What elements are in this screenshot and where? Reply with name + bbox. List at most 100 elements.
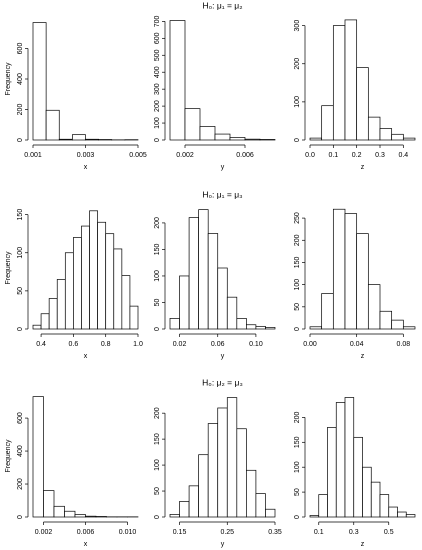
x-axis-label: x: [84, 541, 88, 548]
bar: [309, 515, 320, 518]
bar: [265, 327, 276, 330]
x-tick-label: 0.8: [101, 341, 111, 348]
x-axis-label: y: [221, 353, 225, 360]
y-tick-label: 100: [294, 279, 301, 291]
y-tick-label: 0: [154, 138, 161, 142]
panel-title: H₀: μ₁ = μ₂: [202, 0, 242, 10]
y-tick-label: 0: [154, 515, 161, 519]
y-tick-label: 200: [154, 100, 161, 112]
bar: [356, 67, 369, 141]
y-tick-label: 150: [294, 436, 301, 448]
y-tick-label: 0: [294, 327, 301, 331]
y-tick-label: 200: [17, 104, 24, 116]
y-tick-label: 150: [294, 257, 301, 269]
bar: [89, 210, 98, 330]
x-axis-label: z: [361, 164, 365, 171]
bar: [265, 508, 276, 518]
bar: [73, 237, 82, 330]
y-tick-label: 200: [17, 478, 24, 490]
panel-title: H₀: μ₁ = μ₃: [202, 189, 242, 199]
x-tick-label: 0.02: [173, 341, 187, 348]
x-tick-label: 0.002: [176, 152, 194, 159]
bar: [207, 233, 219, 330]
x-tick-label: 0.08: [397, 341, 411, 348]
x-tick-label: 0.4: [36, 341, 46, 348]
bar: [184, 108, 201, 141]
x-tick-label: 0.6: [69, 341, 79, 348]
y-tick-label: 100: [294, 461, 301, 473]
bar: [199, 126, 216, 141]
y-tick-label: 300: [154, 83, 161, 95]
bar: [344, 397, 355, 518]
bar: [379, 310, 393, 330]
x-tick-label: 0.04: [350, 341, 364, 348]
bar: [198, 454, 209, 518]
x-tick-label: 1.0: [133, 341, 143, 348]
y-tick-label: 50: [154, 298, 161, 306]
y-tick-label: 200: [294, 234, 301, 246]
x-tick-label: 0.3: [375, 152, 385, 159]
bar: [327, 427, 337, 518]
y-tick-label: 0: [154, 327, 161, 331]
bar: [255, 493, 266, 518]
y-tick-label: 400: [154, 66, 161, 78]
bar: [321, 105, 334, 141]
bar: [309, 137, 323, 141]
bar: [229, 137, 246, 141]
bar: [64, 252, 74, 330]
bar: [246, 469, 257, 518]
x-axis-label: x: [84, 353, 88, 360]
bar: [198, 209, 209, 330]
x-tick-label: 0.5: [384, 529, 394, 536]
bar: [169, 514, 180, 518]
bar: [72, 134, 86, 141]
bar: [335, 402, 346, 518]
bar: [391, 133, 404, 141]
bar: [113, 248, 123, 330]
bar: [255, 325, 266, 330]
bar: [226, 296, 238, 330]
y-tick-label: 0: [17, 515, 24, 519]
panel-title: H₀: μ₂ = μ₃: [202, 377, 243, 387]
x-tick-label: 0.006: [236, 152, 254, 159]
bar: [74, 514, 86, 518]
bar: [81, 225, 90, 330]
y-tick-label: 0: [17, 138, 24, 142]
x-tick-label: 0.1: [314, 529, 324, 536]
bar: [129, 305, 139, 330]
bar: [388, 506, 398, 518]
y-tick-label: 150: [17, 209, 24, 221]
bar: [226, 397, 238, 518]
y-tick-label: 50: [294, 488, 301, 496]
bar: [58, 138, 73, 141]
bar: [32, 324, 42, 330]
x-tick-label: 0.005: [129, 152, 147, 159]
x-tick-label: 0.001: [24, 152, 42, 159]
x-tick-label: 0.002: [35, 529, 53, 536]
bar: [48, 298, 58, 330]
y-tick-label: 400: [17, 73, 24, 85]
bar: [188, 217, 199, 330]
bar: [64, 510, 76, 518]
bar: [332, 25, 346, 141]
bar: [370, 481, 381, 518]
y-tick-label: 200: [154, 217, 161, 229]
bar: [259, 139, 276, 141]
bar: [332, 208, 346, 330]
y-tick-label: 300: [294, 20, 301, 32]
bar: [53, 505, 65, 518]
y-tick-label: 200: [154, 407, 161, 419]
bar: [97, 221, 107, 330]
bar: [236, 318, 247, 330]
bar: [188, 485, 199, 518]
y-tick-label: 0: [17, 327, 24, 331]
x-tick-label: 0.15: [173, 529, 187, 536]
bar: [362, 466, 372, 518]
bar: [244, 138, 261, 141]
bar: [207, 423, 219, 518]
y-tick-label: 600: [17, 43, 24, 55]
bar: [397, 511, 407, 518]
y-tick-label: 100: [17, 247, 24, 259]
x-axis-label: z: [361, 541, 365, 548]
